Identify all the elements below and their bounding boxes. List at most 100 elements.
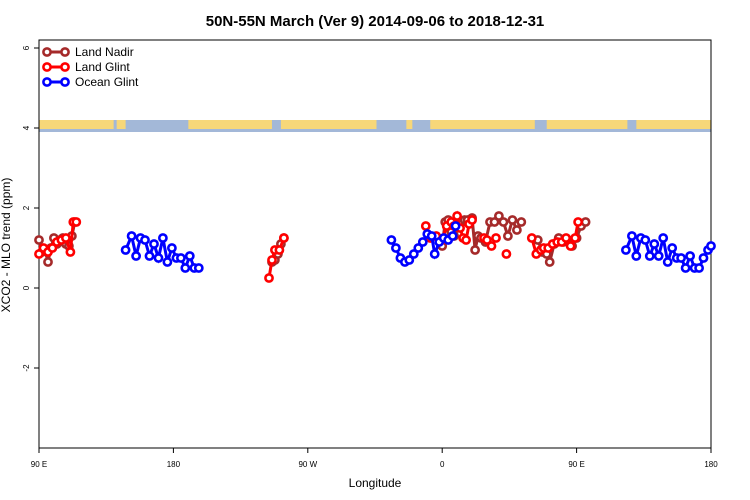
data-point-ocean-glint — [667, 243, 678, 253]
data-point-ocean-glint — [131, 251, 141, 261]
y-tick-label: -2 — [22, 364, 31, 372]
data-point-land-glint — [34, 249, 44, 259]
x-axis-ticks: 90 E 180 90 W 0 90 E 180 — [31, 448, 718, 469]
map-land-patch — [636, 120, 711, 129]
data-point-ocean-glint — [193, 263, 204, 273]
data-point-land-nadir — [43, 257, 53, 267]
data-point-land-glint — [570, 233, 580, 243]
series-layer — [34, 210, 716, 283]
data-point-ocean-glint — [120, 245, 131, 255]
data-point-land-glint — [65, 247, 76, 257]
chart-title: 50N-55N March (Ver 9) 2014-09-06 to 2018… — [206, 13, 545, 30]
data-point-land-nadir — [507, 215, 518, 225]
data-point-land-glint — [526, 233, 537, 243]
data-point-land-glint — [461, 235, 471, 245]
x-tick-label: 180 — [167, 460, 181, 469]
world-map-strip — [39, 120, 711, 132]
y-axis-ticks: -2 0 2 4 6 — [22, 45, 39, 372]
x-tick-label: 180 — [704, 460, 718, 469]
data-point-ocean-glint — [685, 251, 695, 261]
legend-swatch-marker — [60, 77, 70, 87]
legend-item-land-nadir: Land Nadir — [42, 45, 134, 59]
map-land-patch — [116, 120, 126, 129]
data-point-land-glint — [561, 233, 571, 243]
data-point-land-nadir — [502, 231, 513, 241]
x-axis-label: Longitude — [349, 476, 402, 490]
data-point-land-glint — [420, 221, 431, 231]
data-point-land-glint — [491, 233, 501, 243]
legend-item-land-glint: Land Glint — [42, 60, 130, 74]
data-point-ocean-glint — [640, 235, 651, 245]
data-point-ocean-glint — [644, 251, 655, 261]
data-point-ocean-glint — [676, 253, 686, 263]
data-point-land-glint — [565, 241, 576, 251]
data-point-ocean-glint — [390, 243, 401, 253]
data-point-ocean-glint — [429, 249, 440, 259]
y-tick-label: 0 — [22, 285, 31, 290]
data-point-land-nadir — [493, 211, 504, 221]
data-point-land-nadir — [512, 225, 522, 235]
x-tick-label: 90 E — [568, 460, 584, 469]
data-point-ocean-glint — [649, 239, 660, 249]
series-ocean-glint — [120, 221, 716, 273]
data-point-land-glint — [71, 217, 82, 227]
map-land-patch — [188, 120, 272, 129]
map-land-band — [39, 120, 711, 129]
map-land-patch — [546, 120, 628, 129]
legend-swatch-marker — [42, 77, 52, 87]
legend-swatch-marker — [60, 62, 70, 72]
map-land-patch — [430, 120, 535, 129]
data-point-land-glint — [482, 235, 492, 245]
map-land-patch — [39, 120, 114, 129]
data-point-ocean-glint — [706, 241, 716, 251]
data-point-land-glint — [278, 233, 289, 243]
data-point-ocean-glint — [680, 263, 691, 273]
x-tick-label: 90 E — [31, 460, 47, 469]
map-land-patch — [406, 120, 413, 129]
data-point-land-glint — [501, 249, 512, 259]
data-point-ocean-glint — [450, 221, 461, 231]
data-point-ocean-glint — [658, 233, 669, 243]
data-point-land-glint — [486, 241, 497, 251]
data-point-ocean-glint — [144, 251, 155, 261]
data-point-ocean-glint — [653, 251, 664, 261]
data-point-ocean-glint — [404, 255, 415, 265]
data-point-ocean-glint — [662, 257, 673, 267]
data-point-ocean-glint — [631, 251, 642, 261]
data-point-ocean-glint — [408, 249, 419, 259]
data-point-ocean-glint — [175, 253, 186, 263]
legend-label: Land Glint — [75, 60, 130, 74]
y-tick-label: 4 — [22, 125, 31, 130]
x-tick-label: 90 W — [298, 460, 317, 469]
data-point-ocean-glint — [417, 237, 428, 247]
data-point-land-nadir — [580, 217, 591, 227]
data-point-land-glint — [274, 245, 285, 255]
data-point-land-glint — [573, 217, 583, 227]
y-axis-label: XCO2 - MLO trend (ppm) — [0, 178, 13, 313]
legend-swatch-marker — [42, 62, 52, 72]
data-point-ocean-glint — [166, 243, 177, 253]
data-point-ocean-glint — [694, 263, 704, 273]
data-point-land-glint — [47, 243, 58, 253]
data-point-land-nadir — [34, 235, 44, 245]
data-point-land-nadir — [489, 217, 500, 227]
legend-swatch-marker — [60, 47, 70, 57]
legend-item-ocean-glint: Ocean Glint — [42, 75, 139, 89]
data-point-ocean-glint — [140, 235, 150, 245]
data-point-ocean-glint — [126, 231, 137, 241]
data-point-ocean-glint — [447, 231, 458, 241]
data-point-land-nadir — [498, 217, 509, 227]
data-point-ocean-glint — [184, 251, 195, 261]
data-point-ocean-glint — [413, 243, 424, 253]
data-point-ocean-glint — [386, 235, 397, 245]
data-point-land-nadir — [470, 245, 480, 255]
data-point-ocean-glint — [157, 233, 168, 243]
data-point-ocean-glint — [698, 253, 709, 263]
y-tick-label: 2 — [22, 205, 31, 210]
data-point-ocean-glint — [149, 239, 159, 249]
data-point-land-glint — [267, 255, 277, 265]
legend-label: Ocean Glint — [75, 75, 139, 89]
data-point-ocean-glint — [153, 253, 164, 263]
